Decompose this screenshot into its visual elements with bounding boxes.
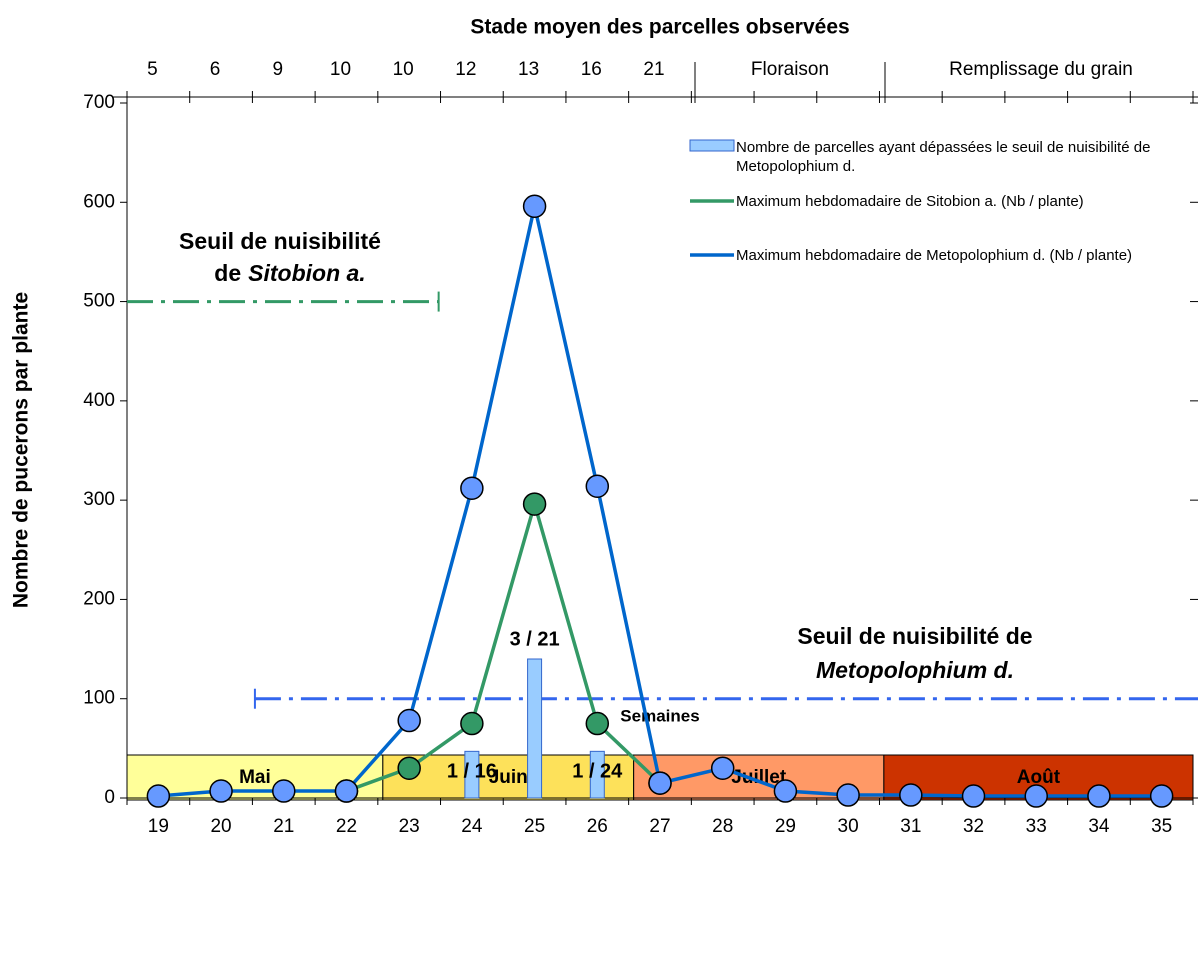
- marker: [1024, 784, 1048, 808]
- stage-label: 9: [272, 59, 283, 80]
- marker: [334, 779, 359, 803]
- marker: [522, 194, 547, 219]
- y-axis-label: Nombre de pucerons par plante: [10, 292, 33, 608]
- series-line: [345, 497, 662, 793]
- stage-label: 5: [147, 59, 158, 80]
- marker: [146, 784, 171, 808]
- marker: [899, 783, 923, 807]
- stage-label: 21: [643, 59, 664, 80]
- threshold-label-part: de: [214, 260, 241, 286]
- x-tick-label: 25: [524, 816, 545, 837]
- bar: [527, 658, 543, 799]
- marker: [1087, 784, 1111, 808]
- bar-label: 1 / 24: [572, 760, 623, 782]
- stage-label: 6: [210, 59, 221, 80]
- stage-label: 12: [455, 59, 476, 80]
- x-tick-label: 35: [1151, 816, 1172, 837]
- marker: [648, 771, 672, 795]
- x-tick-label: 24: [461, 816, 483, 837]
- y-tick-label: 300: [83, 489, 115, 510]
- threshold-label-part: Seuil de nuisibilité: [179, 228, 381, 254]
- bar: [464, 750, 480, 799]
- stage-label: 13: [518, 59, 539, 80]
- marker: [460, 711, 484, 736]
- month-label: Juillet: [731, 767, 787, 788]
- month-label: Août: [1017, 767, 1061, 788]
- month-label: Juin: [489, 767, 528, 788]
- marker: [585, 474, 610, 498]
- y-tick-label: 500: [83, 291, 115, 312]
- x-tick-label: 27: [649, 816, 670, 837]
- x-axis-label: Semaines: [620, 706, 699, 725]
- x-tick-label: 26: [587, 816, 608, 837]
- stage-label: 10: [330, 59, 351, 80]
- y-tick-label: 200: [83, 588, 115, 609]
- marker: [397, 756, 421, 780]
- y-tick-label: 100: [83, 688, 115, 709]
- threshold-label: de Sitobion a.: [214, 260, 365, 286]
- x-tick-label: 20: [210, 816, 231, 837]
- marker: [209, 779, 233, 803]
- x-tick-label: 19: [148, 816, 169, 837]
- threshold-label-part: Metopolophium d.: [816, 657, 1014, 683]
- x-tick-label: 34: [1088, 816, 1110, 837]
- bar-label: 1 / 16: [447, 760, 497, 782]
- marker: [836, 783, 860, 807]
- x-tick-label: 30: [838, 816, 859, 837]
- legend-label: Nombre de parcelles ayant dépassées le s…: [736, 139, 1151, 175]
- y-tick-label: 700: [83, 92, 115, 113]
- threshold-label-part: Seuil de nuisibilité de: [797, 623, 1032, 649]
- x-tick-label: 21: [273, 816, 294, 837]
- threshold-label: Metopolophium d.: [816, 657, 1014, 683]
- chart-title: Stade moyen des parcelles observées: [470, 16, 849, 39]
- month-label: Mai: [239, 767, 271, 788]
- y-tick-label: 600: [83, 191, 115, 212]
- marker: [460, 476, 484, 500]
- marker: [397, 708, 421, 733]
- marker: [1149, 784, 1174, 808]
- x-tick-label: 28: [712, 816, 733, 837]
- marker: [585, 711, 610, 736]
- stage-label: 16: [581, 59, 602, 80]
- marker: [710, 756, 735, 780]
- marker: [522, 492, 547, 516]
- threshold-label-part: Sitobion a.: [248, 260, 366, 286]
- bar: [589, 750, 605, 799]
- legend-swatch: [689, 139, 735, 152]
- bar-label: 3 / 21: [510, 628, 560, 650]
- marker: [773, 779, 798, 803]
- x-tick-label: 31: [900, 816, 921, 837]
- x-tick-label: 23: [399, 816, 420, 837]
- x-tick-label: 29: [775, 816, 796, 837]
- legend-entry: Maximum hebdomadaire de Sitobion a. (Nb …: [736, 193, 1084, 210]
- x-tick-label: 33: [1026, 816, 1047, 837]
- phase-label: Remplissage du grain: [949, 59, 1133, 80]
- threshold-label: Seuil de nuisibilité de: [797, 623, 1032, 649]
- y-tick-label: 400: [83, 390, 115, 411]
- legend-label: Maximum hebdomadaire de Metopolophium d.…: [736, 247, 1133, 264]
- legend-label: Maximum hebdomadaire de Sitobion a. (Nb …: [736, 193, 1084, 210]
- threshold-label: Seuil de nuisibilité: [179, 228, 381, 254]
- y-tick-label: 0: [104, 787, 115, 808]
- legend-entry: Maximum hebdomadaire de Metopolophium d.…: [736, 247, 1133, 264]
- phase-label: Floraison: [751, 59, 829, 80]
- marker: [961, 784, 986, 808]
- marker: [272, 779, 296, 803]
- x-tick-label: 22: [336, 816, 357, 837]
- x-tick-label: 32: [963, 816, 984, 837]
- stage-label: 10: [393, 59, 414, 80]
- legend-entry: Nombre de parcelles ayant dépassées le s…: [736, 139, 1151, 175]
